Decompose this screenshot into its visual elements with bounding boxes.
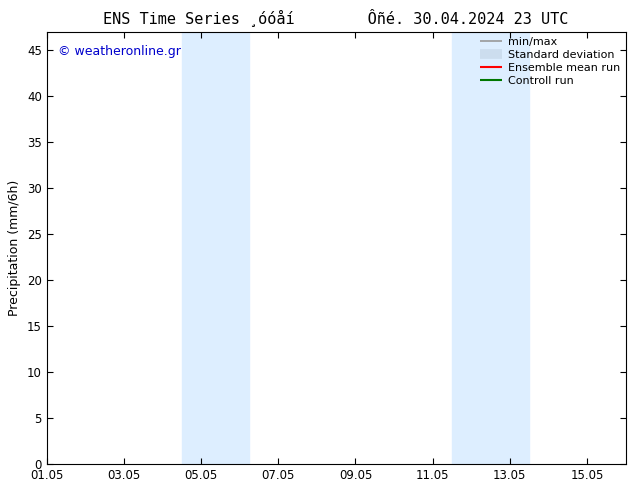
Legend: min/max, Standard deviation, Ensemble mean run, Controll run: min/max, Standard deviation, Ensemble me… [478, 35, 623, 88]
Bar [452, 32, 529, 464]
Y-axis label: Precipitation (mm/6h): Precipitation (mm/6h) [8, 180, 22, 316]
Bar [182, 32, 249, 464]
Title: ENS Time Series ¸óóåí        Ôñé. 30.04.2024 23 UTC: ENS Time Series ¸óóåí Ôñé. 30.04.2024 23… [103, 8, 569, 26]
Text: © weatheronline.gr: © weatheronline.gr [58, 45, 181, 58]
